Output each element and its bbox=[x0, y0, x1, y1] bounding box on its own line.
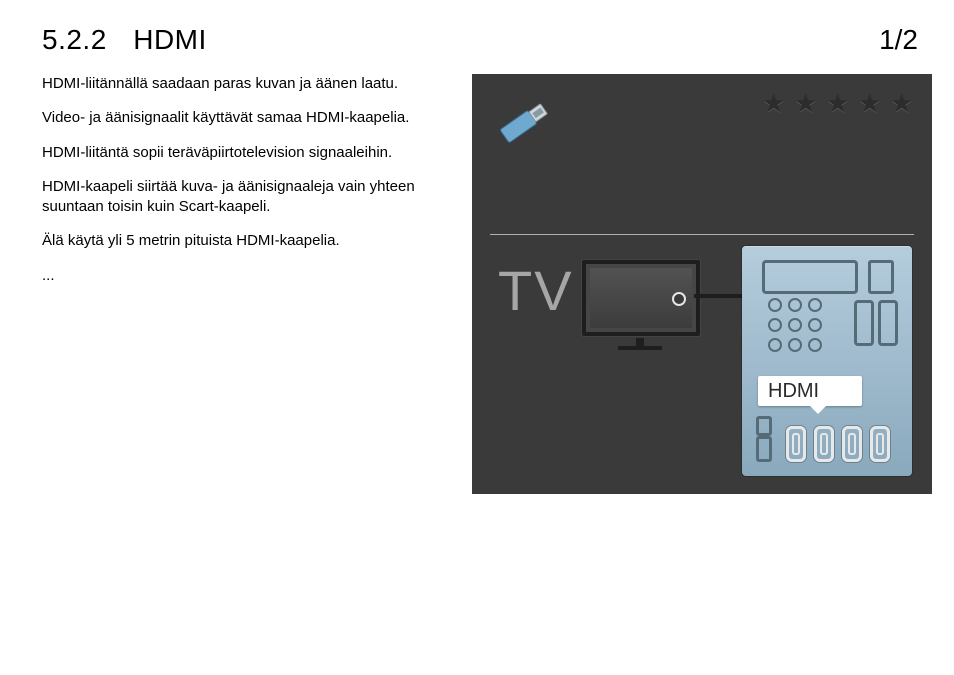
hdmi-port-icon bbox=[870, 426, 890, 462]
panel-circle bbox=[808, 318, 822, 332]
connector-panel: HDMI bbox=[742, 246, 912, 476]
manual-page: 5.2.2 HDMI 1/2 HDMI-liitännällä saadaan … bbox=[0, 0, 954, 675]
star-icon: ★ bbox=[762, 90, 788, 116]
star-icon: ★ bbox=[890, 90, 916, 116]
illustration-frame: ★ ★ ★ ★ ★ TV bbox=[472, 74, 932, 494]
paragraph: Video- ja äänisignaalit käyttävät samaa … bbox=[42, 108, 442, 128]
panel-slot bbox=[854, 300, 874, 346]
panel-slot bbox=[868, 260, 894, 294]
section-title: HDMI bbox=[133, 24, 207, 55]
hdmi-port-icon bbox=[842, 426, 862, 462]
star-icon: ★ bbox=[794, 90, 820, 116]
text-column: HDMI-liitännällä saadaan paras kuvan ja … bbox=[42, 74, 442, 300]
paragraph: HDMI-liitännällä saadaan paras kuvan ja … bbox=[42, 74, 442, 94]
tv-neck bbox=[636, 338, 644, 346]
panel-circle bbox=[788, 298, 802, 312]
panel-circle bbox=[768, 318, 782, 332]
panel-circle bbox=[788, 338, 802, 352]
paragraph: HDMI-liitäntä sopii teräväpiirtotelevisi… bbox=[42, 143, 442, 163]
tv-stand bbox=[618, 346, 662, 350]
divider-line bbox=[490, 234, 914, 235]
paragraph: HDMI-kaapeli siirtää kuva- ja äänisignaa… bbox=[42, 177, 442, 218]
tv-port-dot bbox=[672, 292, 686, 306]
content-row: HDMI-liitännällä saadaan paras kuvan ja … bbox=[42, 74, 918, 494]
section-number: 5.2.2 bbox=[42, 24, 107, 55]
star-icon: ★ bbox=[858, 90, 884, 116]
tv-screen bbox=[582, 260, 700, 336]
rating-stars: ★ ★ ★ ★ ★ bbox=[762, 90, 916, 116]
illustration-column: ★ ★ ★ ★ ★ TV bbox=[472, 74, 932, 494]
panel-circle bbox=[808, 298, 822, 312]
paragraph: Älä käytä yli 5 metrin pituista HDMI-kaa… bbox=[42, 231, 442, 251]
panel-slot bbox=[878, 300, 898, 346]
panel-circle-cluster bbox=[768, 298, 858, 352]
hdmi-callout-label: HDMI bbox=[758, 376, 862, 406]
hdmi-connector-icon bbox=[490, 92, 560, 152]
ellipsis: ... bbox=[42, 266, 442, 286]
page-header: 5.2.2 HDMI 1/2 bbox=[42, 24, 918, 56]
panel-circle bbox=[768, 338, 782, 352]
panel-circle bbox=[808, 338, 822, 352]
header-left: 5.2.2 HDMI bbox=[42, 24, 207, 56]
cable-line bbox=[694, 294, 744, 298]
panel-slot bbox=[756, 436, 772, 462]
star-icon: ★ bbox=[826, 90, 852, 116]
panel-slot bbox=[756, 416, 772, 436]
tv-icon bbox=[582, 260, 702, 350]
tv-label: TV bbox=[498, 258, 574, 323]
hdmi-port-icon bbox=[786, 426, 806, 462]
page-indicator: 1/2 bbox=[879, 24, 918, 56]
hdmi-port-row bbox=[786, 426, 890, 462]
panel-slot bbox=[762, 260, 858, 294]
panel-circle bbox=[788, 318, 802, 332]
hdmi-port-icon bbox=[814, 426, 834, 462]
panel-circle bbox=[768, 298, 782, 312]
